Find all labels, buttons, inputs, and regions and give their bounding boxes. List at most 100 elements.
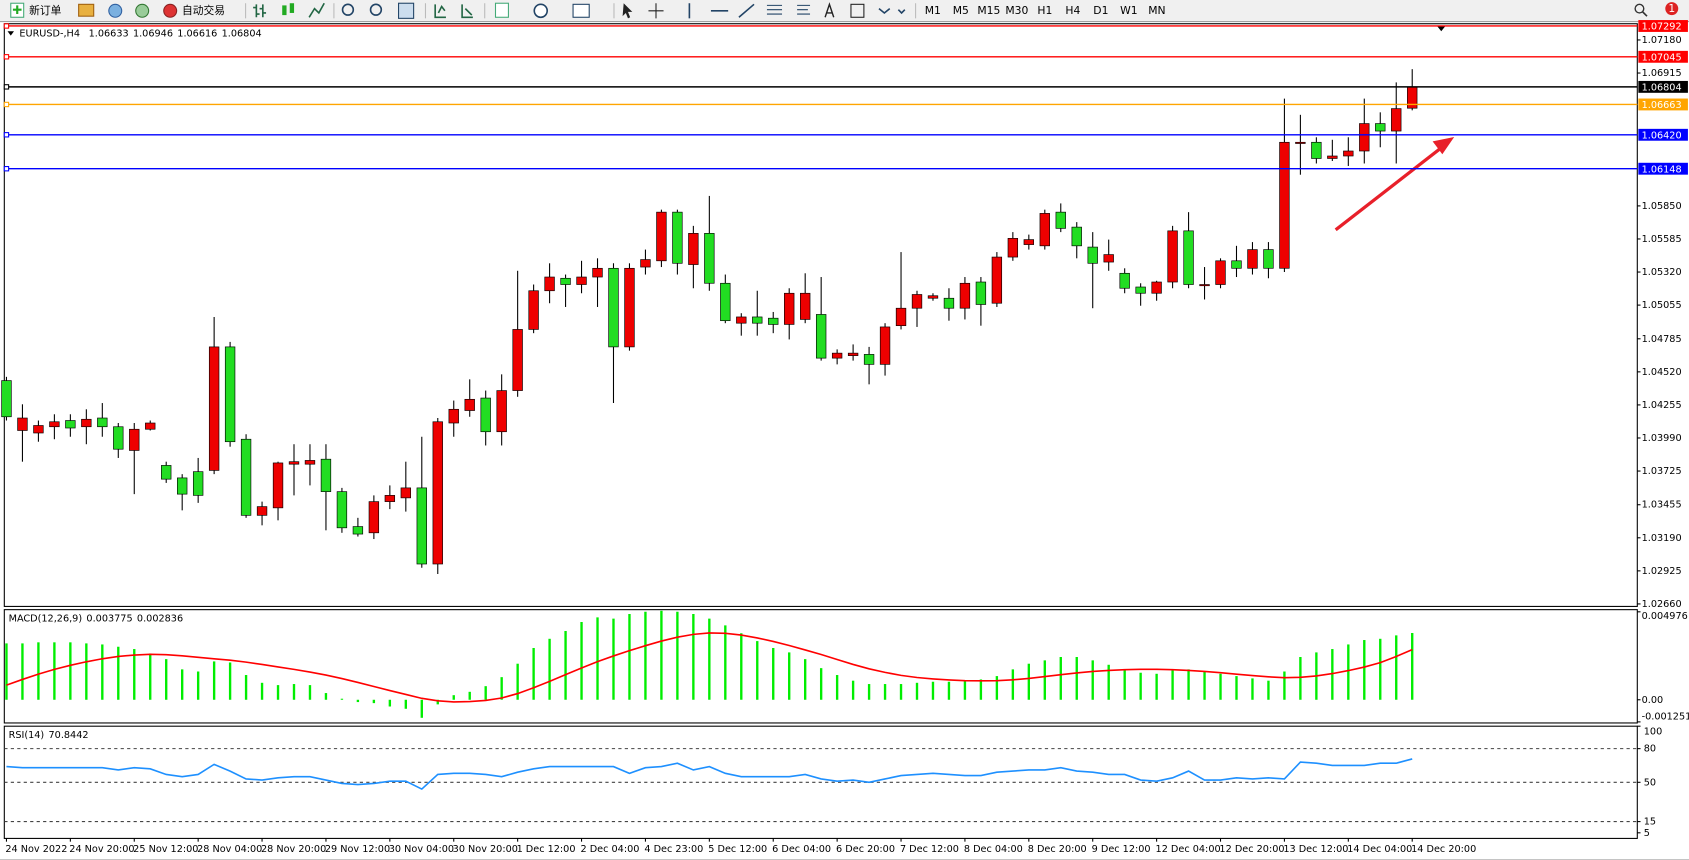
candle-body (1359, 123, 1370, 152)
timeframe-button[interactable]: M1 (925, 4, 941, 17)
fibo-tool[interactable] (797, 4, 811, 15)
icon[interactable] (434, 4, 446, 19)
tile-windows[interactable] (398, 2, 415, 19)
new-order-button[interactable]: 新订单 (10, 2, 62, 18)
text-tool[interactable] (824, 2, 835, 18)
candle-body (1119, 272, 1130, 289)
candle-body (464, 398, 475, 411)
candle-body (1343, 150, 1354, 157)
label-tool[interactable] (850, 3, 865, 18)
crosshair-tool[interactable] (648, 3, 664, 19)
candle-body (161, 465, 172, 480)
candle-body (736, 316, 747, 324)
price-level-label: 1.06804 (1642, 82, 1682, 93)
icon[interactable] (253, 4, 267, 18)
trendline-tool[interactable] (738, 3, 755, 18)
candle-body (784, 292, 795, 325)
x-tick-label: 9 Dec 12:00 (1092, 844, 1151, 855)
candle-body (1135, 286, 1146, 294)
indicators[interactable] (494, 2, 509, 18)
y-tick-label: 1.04520 (1642, 367, 1682, 378)
periods[interactable] (533, 3, 549, 19)
candle-body (272, 462, 284, 509)
candle-body (97, 417, 108, 428)
candle-body (65, 420, 76, 429)
price-level-handle (3, 23, 10, 29)
candle-body (1199, 284, 1210, 287)
candle-body (1, 380, 12, 418)
notifications-badge[interactable] (1665, 2, 1679, 16)
icon[interactable] (135, 3, 150, 18)
price-level-label: 1.07292 (1642, 22, 1682, 33)
icon (12, 5, 22, 15)
price-level-handle (3, 101, 10, 108)
y-tick-label: 0.004976 (1642, 611, 1688, 622)
candle-body (256, 506, 268, 516)
candle-body (847, 352, 859, 356)
candle-body (608, 267, 619, 348)
candle-body (224, 346, 236, 443)
timeframe-button[interactable]: M5 (953, 4, 969, 17)
search-button (1642, 11, 1648, 17)
candle-body (528, 290, 539, 330)
search-button[interactable] (1634, 3, 1645, 14)
cursor-tool[interactable] (622, 3, 633, 19)
candle-body (81, 418, 92, 428)
arrows-tool[interactable] (878, 8, 906, 15)
candle-body (1183, 230, 1194, 285)
icon[interactable] (282, 5, 287, 16)
zoom-out[interactable] (369, 3, 383, 16)
x-tick-label: 14 Dec 04:00 (1347, 844, 1412, 855)
icon[interactable] (308, 2, 325, 18)
toolbar-bg (0, 0, 1689, 22)
candle-body (49, 421, 60, 428)
timeframe-button[interactable]: H1 (1037, 4, 1052, 17)
ohlc-value: 1.06804 (222, 28, 262, 39)
y-tick-label: -0.001251 (1642, 711, 1689, 722)
y-tick-label: 1.06915 (1642, 68, 1682, 79)
candle-body (384, 495, 396, 502)
icon[interactable] (108, 3, 123, 18)
candle-body (800, 292, 811, 320)
candle-body (1087, 246, 1098, 264)
zoom-in[interactable] (341, 3, 355, 16)
timeframe-button[interactable]: M15 (977, 4, 1000, 17)
candle-body (560, 277, 571, 285)
price-level-handle (3, 166, 10, 172)
y-tick-label: 1.07180 (1642, 35, 1682, 46)
y-tick-label: 1.04785 (1642, 334, 1682, 345)
timeframe-button[interactable]: H4 (1065, 4, 1080, 17)
y-tick-label: 100 (1644, 727, 1662, 738)
x-tick-label: 28 Nov 04:00 (197, 844, 262, 855)
timeframe-button[interactable]: MN (1148, 4, 1165, 17)
candle-body (1311, 141, 1322, 159)
y-tick-label: 50 (1644, 777, 1656, 788)
chart-shift-marker[interactable] (1436, 25, 1446, 32)
y-tick-label: 1.03725 (1642, 466, 1682, 477)
x-tick-label: 29 Nov 12:00 (325, 844, 390, 855)
candle-body (288, 461, 300, 465)
x-tick-label: 8 Dec 20:00 (1028, 844, 1087, 855)
candle-body (831, 352, 843, 359)
icon[interactable] (461, 4, 473, 19)
symbol-menu[interactable] (7, 31, 15, 36)
icon[interactable] (78, 3, 95, 17)
auto-trading-button[interactable]: 自动交易 (163, 3, 225, 18)
timeframe-button[interactable]: W1 (1120, 4, 1137, 17)
candle-body (895, 307, 907, 327)
timeframe-button[interactable]: D1 (1093, 4, 1108, 17)
candle-body (1007, 238, 1019, 258)
y-tick-label: 1.02660 (1642, 599, 1682, 610)
timeframe-button[interactable]: M30 (1005, 4, 1028, 17)
candle-body (991, 256, 1003, 304)
channel-tool[interactable] (766, 4, 783, 15)
icon[interactable] (289, 3, 295, 13)
y-tick-label: 1.05055 (1642, 300, 1682, 311)
icon (163, 3, 178, 18)
signal-line (6, 632, 1413, 703)
x-tick-label: 28 Nov 20:00 (261, 844, 326, 855)
x-tick-label: 24 Nov 2022 (5, 844, 67, 855)
annotation-arrow (1334, 146, 1443, 232)
templates[interactable] (572, 3, 590, 18)
